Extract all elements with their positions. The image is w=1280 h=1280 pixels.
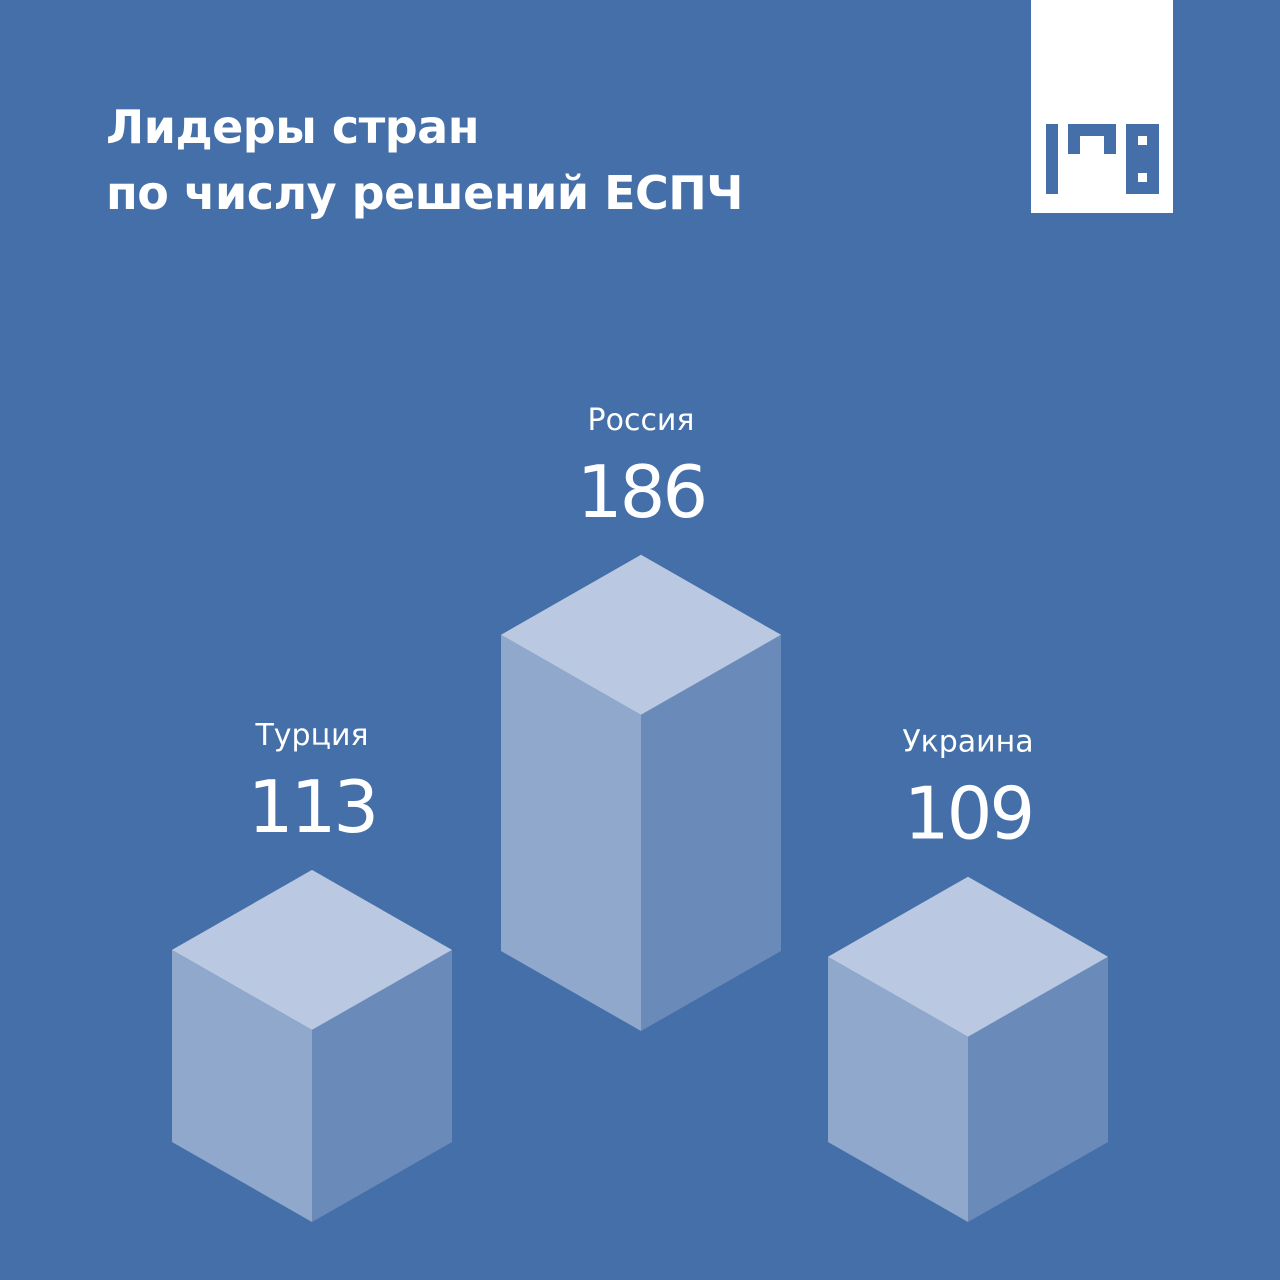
- title-line-1: Лидеры стран: [106, 100, 480, 154]
- category-label-russia: Россия: [588, 403, 695, 438]
- bar-turkey-top-face: [172, 869, 452, 1030]
- value-label-russia: 186: [577, 450, 705, 534]
- bar-ukraine-right-face: [968, 956, 1108, 1222]
- bar-ukraine-top-face: [828, 876, 1108, 1037]
- title-line-2: по числу решений ЕСПЧ: [106, 166, 743, 220]
- category-label-ukraine: Украина: [902, 725, 1033, 760]
- brand-logo-icon: [1031, 0, 1173, 213]
- value-label-turkey: 113: [248, 765, 376, 849]
- bar-russia-left-face: [501, 634, 641, 1031]
- chart-title: Лидеры стран по числу решений ЕСПЧ: [106, 94, 743, 226]
- bar-turkey-right-face: [312, 949, 452, 1222]
- category-label-turkey: Турция: [254, 718, 368, 753]
- bar-russia-top-face: [501, 554, 781, 715]
- bar-ukraine-left-face: [828, 956, 968, 1222]
- value-label-ukraine: 109: [904, 772, 1032, 856]
- bar-russia-right-face: [641, 634, 781, 1031]
- bar-turkey-left-face: [172, 949, 312, 1222]
